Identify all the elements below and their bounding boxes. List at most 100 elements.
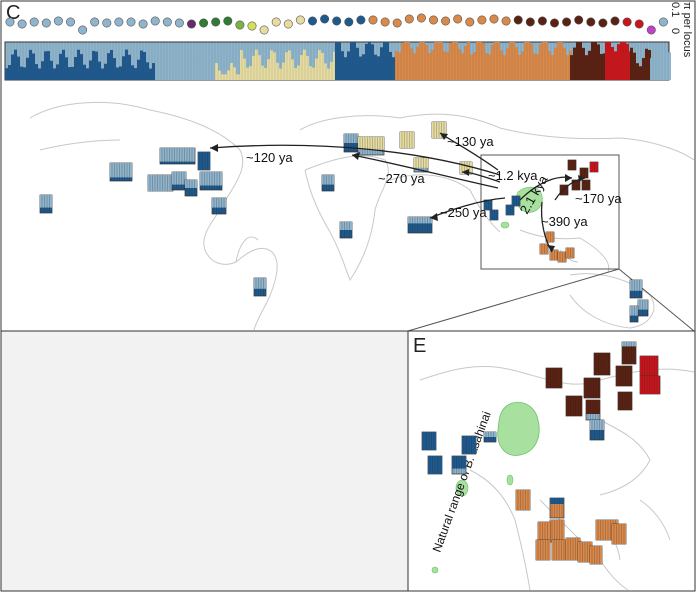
pi-axis: π per locus 0.1 0 [669,2,693,58]
structure-bar [209,59,212,80]
structure-bar [371,44,374,80]
diversity-dot [307,16,317,26]
structure-bar [212,63,215,80]
structure-bar [642,58,645,80]
structure-bar [539,44,542,80]
structure-bar [258,55,261,80]
structure-bar [218,70,221,80]
diversity-dot [102,18,112,28]
structure-bar [131,65,134,80]
diversity-dot [404,14,414,24]
structure-bar [335,42,338,80]
population-marker [211,197,227,215]
population-marker [621,341,637,365]
structure-bar [425,44,428,80]
structure-bar [563,47,566,80]
structure-bar [383,42,386,80]
structure-bar [246,67,249,80]
panel-e-letter: E [413,335,426,357]
structure-bar [224,74,227,80]
structure-bar [617,44,620,80]
diversity-dot [610,16,620,26]
panel-e: E Natural range of B. asahinai [407,330,696,592]
population-marker [567,159,577,171]
structure-bar [389,51,392,80]
structure-bar [503,55,506,80]
diversity-dot [17,19,27,29]
population-marker [109,162,133,182]
structure-bar [582,47,585,80]
structure-bar [350,42,353,80]
structure-bar [494,42,497,80]
structure-bar [200,74,203,80]
structure-bar [252,55,255,80]
population-marker [611,523,627,545]
structure-bar [368,42,371,80]
structure-bar [377,56,380,80]
structure-bar [26,57,29,80]
structure-bar [665,61,668,80]
structure-bar [11,54,14,80]
structure-bar [215,63,218,80]
population-marker [505,204,515,216]
structure-bar [359,56,362,80]
structure-bar [56,64,59,80]
structure-bar [306,55,309,80]
diversity-dot [477,15,487,25]
diversity-dot [549,18,559,28]
structure-bar [524,42,527,80]
structure-bar [533,53,536,80]
structure-bar [470,54,473,80]
structure-bar [318,50,321,80]
diversity-dot [235,20,245,30]
structure-bar [282,62,285,80]
structure-bar [648,49,651,80]
structure-bar [428,53,431,80]
structure-bar [86,68,89,80]
inset-population-markers [421,341,661,565]
structure-bar [620,42,623,80]
structure-bar [161,59,164,80]
structure-bar [512,42,515,80]
structure-bar [170,74,173,80]
structure-bar [497,42,500,80]
diversity-dot [162,17,172,27]
structure-bar [77,49,80,80]
structure-bar [113,58,116,80]
structure-bar [53,68,56,80]
diversity-dot [150,16,160,26]
structure-bar [197,66,200,80]
structure-bar [506,48,509,80]
structure-bar [104,63,107,80]
structure-bar [233,67,236,80]
structure-bar [185,74,188,80]
structure-bar [392,57,395,80]
diversity-dots [5,13,668,35]
structure-bar [191,63,194,80]
structure-bar [221,74,224,80]
population-marker [537,521,551,543]
structure-bar [551,55,554,80]
structure-bar [542,42,545,80]
structure-bar [365,43,368,80]
structure-bar [327,68,330,80]
structure-bar [594,42,597,80]
structure-bar [74,57,77,80]
structure-bar [294,67,297,80]
population-marker [589,545,603,565]
diversity-dot [562,17,572,27]
structure-bar [35,64,38,80]
structure-bar [98,61,101,80]
diversity-dot [41,18,51,28]
structure-bar [300,55,303,80]
diversity-dot [66,17,76,27]
structure-bar [321,52,324,80]
structure-bar [605,42,608,80]
structure-bar [554,47,557,80]
diversity-dot [574,15,584,25]
population-marker [629,279,643,299]
diversity-dot [622,17,632,27]
structure-bar [303,49,306,80]
diversity-dot [53,16,63,26]
structure-bar [626,43,629,80]
